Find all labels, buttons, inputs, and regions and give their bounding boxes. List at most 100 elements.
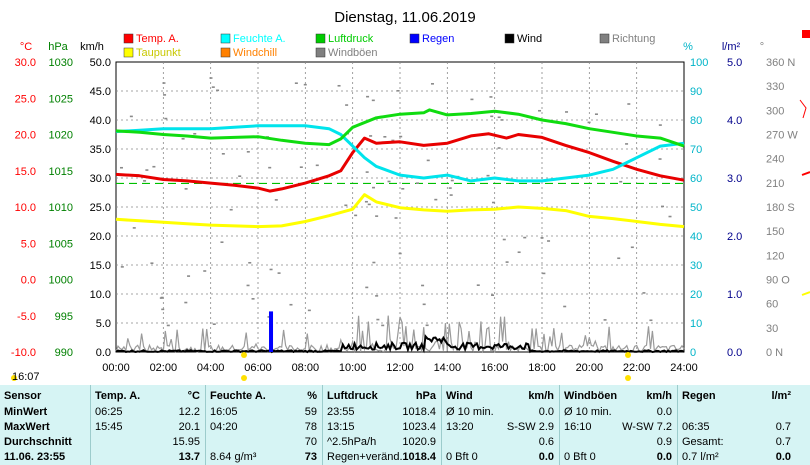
direction-tick-label: 120 (766, 250, 784, 262)
direction-point (486, 174, 490, 177)
direction-point (490, 115, 494, 118)
x-tick-label: 00:00 (102, 362, 130, 374)
stats-humidity-max-time: 04:20 (210, 421, 238, 433)
direction-tick-label: 150 (766, 226, 784, 238)
stats-humidity-abs: 8.64 g/m³ (210, 451, 257, 463)
direction-point (248, 261, 252, 264)
direction-point (422, 303, 426, 306)
sun-icon (11, 375, 17, 381)
stats-temp-unit: °C (187, 390, 200, 402)
direction-point (307, 309, 311, 312)
humidity-tick-label: 90 (690, 86, 702, 98)
direction-point (547, 240, 551, 242)
temp-tick-label: 10.0 (15, 202, 36, 214)
stats-wind-header: Wind (446, 390, 473, 402)
direction-point (120, 266, 124, 268)
side-dew-mark (801, 291, 810, 296)
humidity-axis-label: % (683, 41, 693, 53)
stats-col-gust: Windböen km/h Ø 10 min. 0.0 16:10 W-SW 7.2 … (559, 385, 678, 465)
legend-label: Feuchte A. (233, 33, 286, 45)
statistics-table: Sensor MinWert MaxWert Durchschnitt 11.0… (0, 385, 810, 465)
stats-temp-max-time: 15:45 (95, 421, 123, 433)
pressure-tick-label: 1005 (49, 238, 73, 250)
direction-point (491, 294, 495, 296)
stats-sensor-current: 11.06. 23:55 (4, 451, 66, 463)
direction-point (229, 208, 233, 211)
stats-rain-unit: l/m² (771, 390, 791, 402)
direction-point (497, 147, 501, 149)
grid-lines (116, 62, 684, 352)
chart-legend: Temp. A. Feuchte A. Luftdruck Regen Wind Rich… (123, 33, 655, 59)
pressure-tick-label: 1030 (49, 57, 73, 69)
stats-wind-min: 0.0 (538, 406, 554, 418)
x-tick-label: 04:00 (197, 362, 225, 374)
direction-point (399, 135, 403, 138)
direction-point (203, 270, 207, 272)
stats-gust-avg: 0.9 (656, 436, 672, 448)
stats-col-temp: Temp. A. °C 06:25 12.2 15:45 20.1 15.95 13.… (90, 385, 206, 465)
direction-point (238, 175, 242, 177)
x-tick-label: 18:00 (528, 362, 556, 374)
direction-point (375, 295, 379, 297)
humidity-tick-label: 70 (690, 144, 702, 156)
direction-point (450, 179, 454, 182)
stats-humidity-unit: % (307, 390, 317, 402)
temp-tick-label: 30.0 (15, 57, 36, 69)
direction-point (381, 324, 385, 327)
humidity-tick-label: 20 (690, 289, 702, 301)
wind-tick-label: 50.0 (90, 57, 111, 69)
pressure-tick-label: 1015 (49, 166, 73, 178)
stats-humidity-header: Feuchte A. (210, 390, 266, 402)
direction-point (354, 214, 358, 217)
direction-point (268, 166, 272, 169)
direction-point (119, 166, 123, 169)
wind-line (115, 334, 685, 354)
chart-title: Dienstag, 11.06.2019 (334, 9, 476, 26)
direction-tick-label: 30 (766, 323, 778, 335)
direction-point (337, 84, 341, 87)
stats-temp-min-time: 06:25 (95, 406, 123, 418)
direction-point (492, 201, 496, 204)
direction-point (129, 115, 133, 118)
stats-gust-max: W-SW 7.2 (622, 421, 672, 433)
rain-bars (269, 311, 274, 352)
legend-label: Richtung (612, 33, 655, 45)
direction-tick-label: 300 (766, 105, 784, 117)
direction-point (251, 298, 255, 300)
humidity-tick-label: 0 (690, 347, 696, 359)
sun-icon (241, 375, 247, 381)
x-tick-label: 10:00 (339, 362, 367, 374)
sun-icon (625, 375, 631, 381)
direction-point (625, 143, 629, 145)
legend-label: Windchill (233, 47, 277, 59)
wind-gust-line (115, 315, 685, 354)
sun-icon (625, 352, 631, 358)
direction-tick-label: 270 W (766, 130, 798, 142)
direction-point (649, 319, 653, 322)
direction-tick-label: 240 (766, 154, 784, 166)
direction-point (162, 82, 166, 84)
legend-label: Wind (517, 33, 542, 45)
wind-tick-label: 30.0 (90, 173, 111, 185)
stats-temp-header: Temp. A. (95, 390, 141, 402)
direction-point (594, 113, 598, 116)
rain-tick-label: 3.0 (727, 173, 742, 185)
humidity-tick-label: 60 (690, 173, 702, 185)
series-line (115, 108, 685, 148)
humidity-tick-label: 30 (690, 260, 702, 272)
direction-point (565, 111, 569, 113)
temp-tick-label: -10.0 (11, 347, 36, 359)
direction-point (448, 187, 452, 189)
side-legend-mark (802, 30, 810, 38)
stats-pressure-max: 1023.4 (402, 421, 436, 433)
x-tick-label: 14:00 (434, 362, 462, 374)
direction-point (187, 275, 191, 277)
stats-rain-max-time: 06:35 (682, 421, 710, 433)
direction-point (542, 272, 546, 275)
stats-gust-unit: km/h (646, 390, 672, 402)
wind-tick-label: 20.0 (90, 231, 111, 243)
x-tick-label: 08:00 (292, 362, 320, 374)
direction-point (426, 159, 430, 162)
direction-point (398, 252, 402, 255)
direction-point (619, 180, 623, 183)
